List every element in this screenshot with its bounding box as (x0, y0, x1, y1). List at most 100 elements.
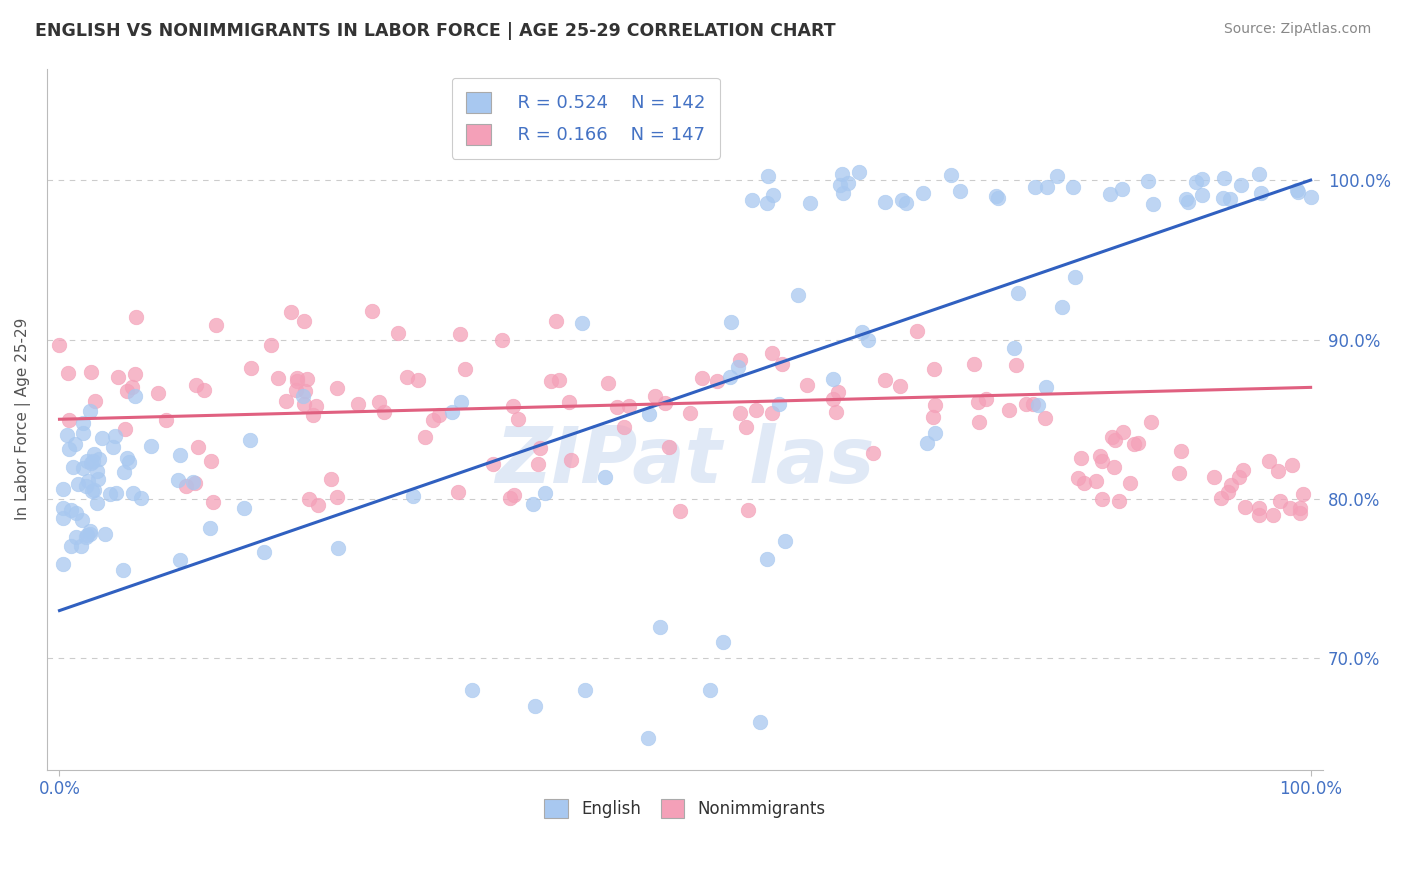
Point (169, 553, 191, 567)
Point (1220, 477, 1243, 491)
Point (824, 405, 846, 419)
Point (1090, 449, 1112, 463)
Point (112, 563, 135, 577)
Point (1002, 341, 1025, 355)
Text: ENGLISH VS NONIMMIGRANTS IN LABOR FORCE | AGE 25-29 CORRELATION CHART: ENGLISH VS NONIMMIGRANTS IN LABOR FORCE … (35, 22, 835, 40)
Point (450, 395, 472, 409)
Point (80, 365, 103, 379)
Point (446, 485, 468, 500)
Point (72, 460, 94, 475)
Point (260, 338, 283, 352)
Point (668, 504, 690, 518)
Point (523, 699, 546, 714)
Point (280, 305, 302, 319)
Point (1085, 474, 1108, 488)
Point (755, 196, 778, 211)
Point (644, 389, 666, 403)
Point (58, 413, 80, 427)
Point (1250, 186, 1272, 200)
Point (76, 528, 98, 542)
Point (830, 178, 852, 192)
Point (735, 419, 758, 434)
Point (1288, 506, 1310, 520)
Point (167, 474, 190, 488)
Point (749, 715, 772, 730)
Point (406, 373, 429, 387)
Point (637, 731, 659, 745)
Point (1067, 471, 1090, 485)
Point (831, 186, 853, 201)
Point (183, 475, 205, 490)
Point (1249, 500, 1271, 515)
Point (1289, 501, 1312, 516)
Point (862, 446, 884, 460)
Point (1191, 172, 1213, 186)
Point (571, 316, 593, 330)
Text: Source: ZipAtlas.com: Source: ZipAtlas.com (1223, 22, 1371, 37)
Point (368, 395, 391, 409)
Point (1185, 175, 1208, 189)
Point (699, 683, 721, 698)
Point (76, 454, 98, 468)
Point (762, 188, 785, 202)
Point (52, 482, 75, 496)
Point (905, 324, 928, 338)
Point (574, 683, 596, 698)
Point (413, 430, 436, 444)
Point (998, 403, 1021, 417)
Point (319, 472, 342, 486)
Point (673, 779, 696, 793)
Point (1286, 185, 1309, 199)
Point (737, 503, 759, 517)
Point (502, 399, 524, 413)
Point (183, 475, 205, 489)
Point (60, 539, 83, 553)
Point (949, 184, 972, 198)
Point (718, 370, 741, 384)
Point (1073, 475, 1095, 490)
Point (461, 683, 484, 698)
Point (80, 484, 103, 499)
Point (169, 448, 191, 462)
Point (373, 405, 395, 419)
Point (873, 373, 896, 387)
Point (1177, 194, 1199, 209)
Point (1062, 180, 1084, 194)
Point (540, 374, 562, 388)
Point (915, 436, 938, 450)
Point (202, 494, 225, 508)
Point (558, 394, 581, 409)
Point (266, 371, 288, 385)
Point (962, 357, 984, 371)
Point (79, 404, 101, 418)
Point (831, 168, 853, 182)
Point (756, 551, 779, 566)
Point (491, 333, 513, 347)
Point (292, 314, 315, 328)
Point (1123, 436, 1146, 450)
Point (1064, 270, 1087, 285)
Point (422, 412, 444, 426)
Point (848, 165, 870, 179)
Point (617, 399, 640, 413)
Point (1249, 167, 1271, 181)
Point (837, 176, 859, 190)
Point (62, 460, 84, 475)
Point (976, 392, 998, 407)
Point (648, 619, 671, 633)
Point (1174, 192, 1197, 206)
Point (1212, 191, 1234, 205)
Point (1267, 464, 1289, 478)
Point (124, 367, 146, 381)
Point (94, 527, 117, 541)
Point (239, 361, 262, 376)
Point (1139, 415, 1161, 429)
Point (1230, 178, 1253, 193)
Point (86, 496, 108, 510)
Point (80, 456, 103, 470)
Point (117, 384, 139, 399)
Point (679, 406, 702, 420)
Point (105, 486, 128, 500)
Point (52, 500, 75, 515)
Point (89, 451, 111, 466)
